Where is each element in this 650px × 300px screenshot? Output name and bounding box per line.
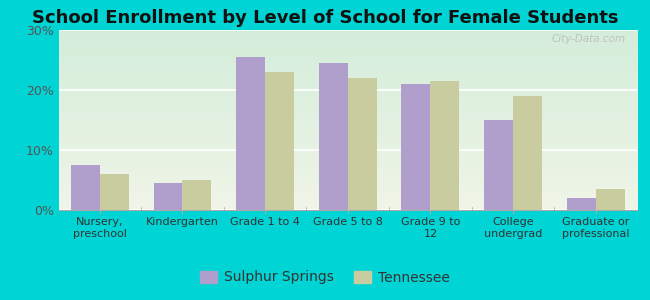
Bar — [484, 120, 513, 210]
Bar — [402, 84, 430, 210]
Bar — [100, 174, 129, 210]
Text: City-Data.com: City-Data.com — [551, 34, 625, 44]
Bar — [348, 78, 377, 210]
Legend: Sulphur Springs, Tennessee: Sulphur Springs, Tennessee — [194, 265, 456, 290]
Bar — [595, 189, 625, 210]
Bar — [513, 96, 542, 210]
Bar — [183, 180, 211, 210]
Bar — [153, 183, 183, 210]
Bar — [318, 63, 348, 210]
Bar — [71, 165, 100, 210]
Bar — [265, 72, 294, 210]
Bar — [430, 81, 460, 210]
Text: School Enrollment by Level of School for Female Students: School Enrollment by Level of School for… — [32, 9, 618, 27]
Bar — [567, 198, 595, 210]
Bar — [236, 57, 265, 210]
